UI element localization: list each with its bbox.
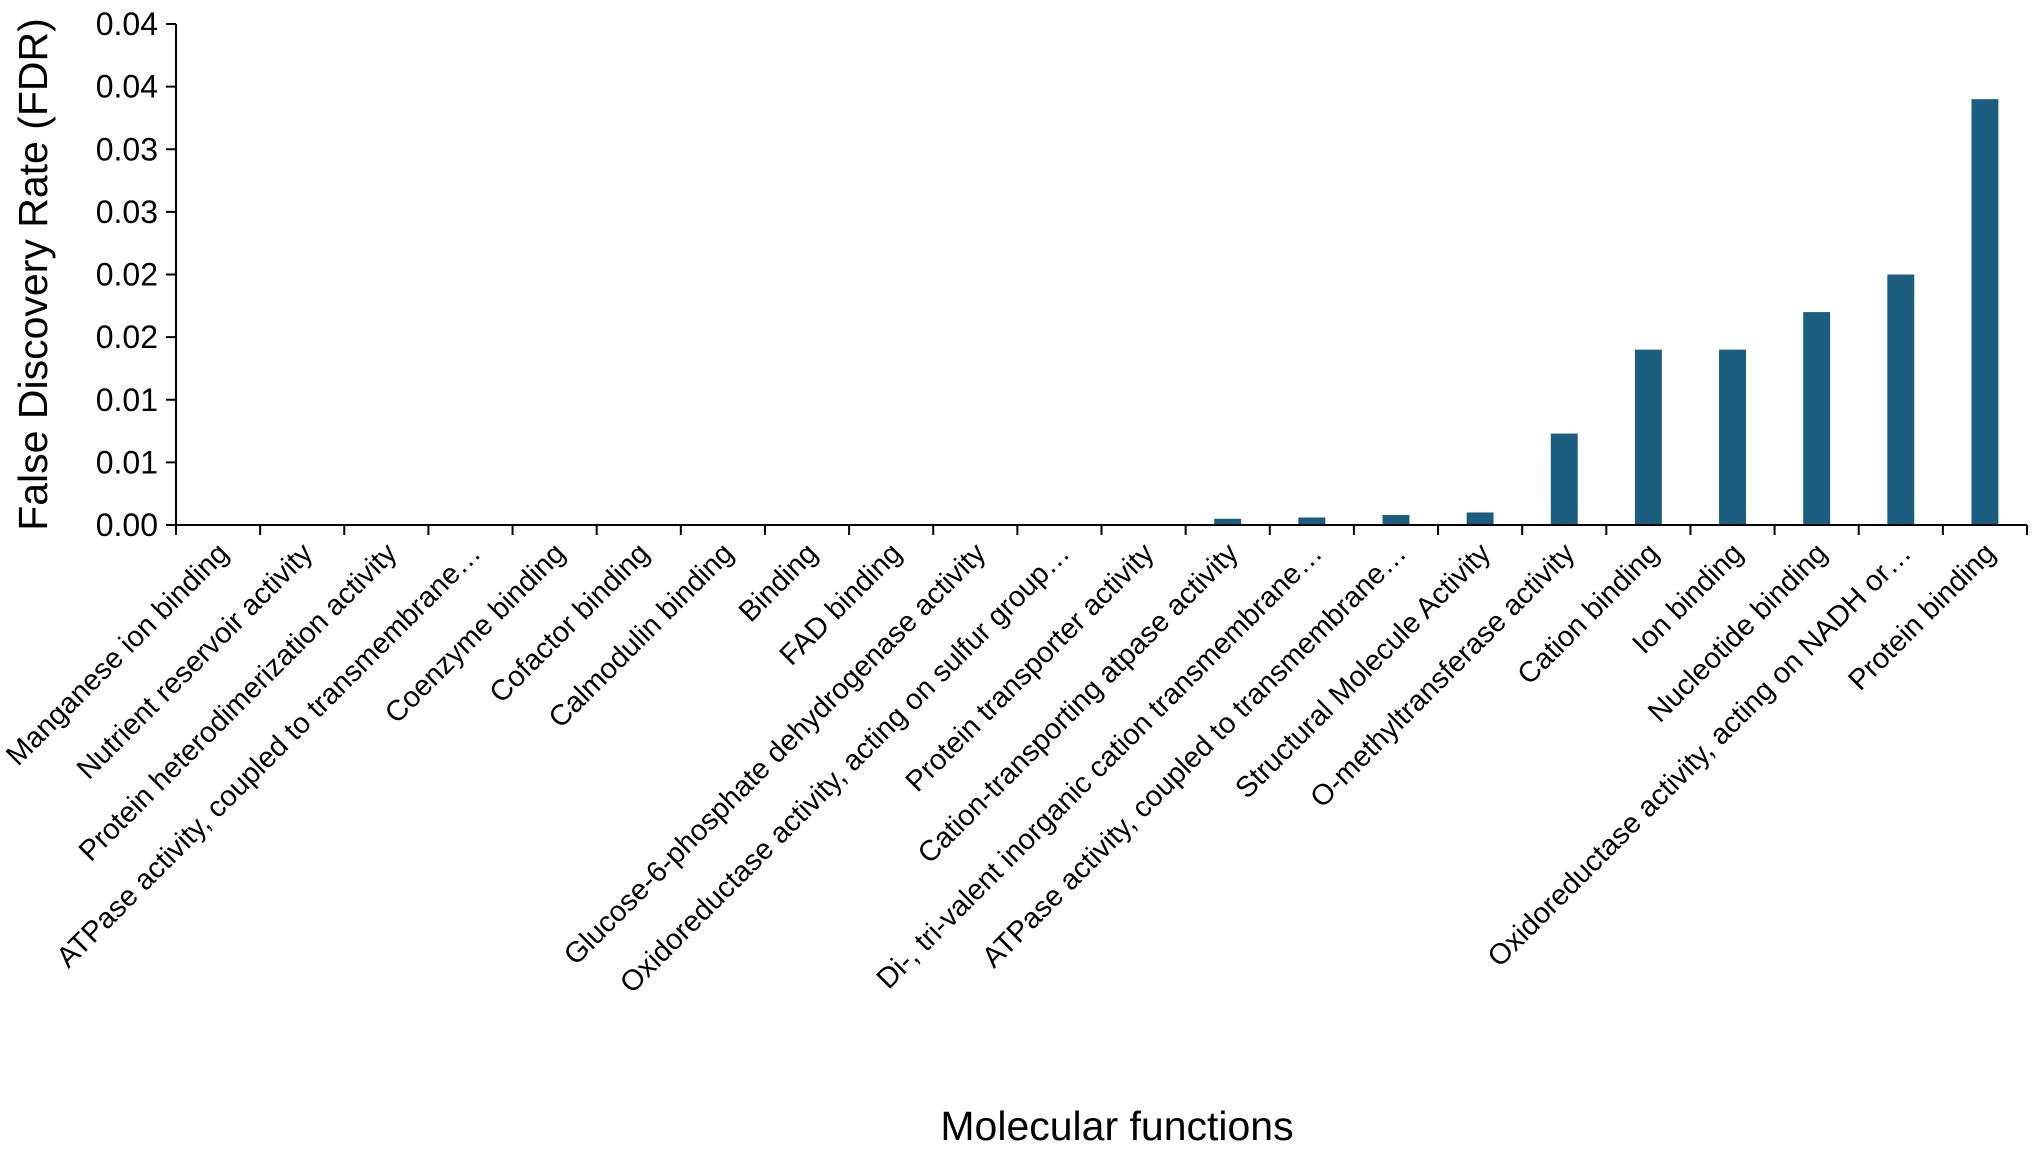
y-tick-label: 0.04	[96, 69, 158, 105]
x-axis-ticks	[175, 525, 2028, 535]
y-tick-label: 0.00	[96, 507, 158, 543]
bar	[1466, 512, 1494, 525]
bar	[1298, 517, 1326, 525]
y-axis-ticks: 0.00 0.01 0.01 0.02 0.02 0.03 0.03 0.04 0.04	[96, 6, 176, 543]
bar	[1719, 349, 1746, 525]
bars-group	[1214, 99, 1999, 526]
x-tick-label: Protein heterodimerization activity	[73, 537, 404, 868]
bar	[1803, 312, 1831, 525]
y-tick-label: 0.03	[96, 131, 158, 167]
y-axis-title: False Discovery Rate (FDR)	[10, 18, 56, 531]
x-axis-title: Molecular functions	[940, 1103, 1293, 1149]
y-tick-label: 0.01	[96, 382, 158, 418]
bar	[1550, 433, 1578, 525]
bar	[1382, 514, 1410, 525]
y-tick-label: 0.04	[96, 6, 158, 42]
x-tick-label: Protein binding	[1842, 537, 2001, 696]
y-tick-label: 0.03	[96, 194, 158, 230]
y-tick-label: 0.02	[96, 319, 158, 355]
bar	[1634, 349, 1662, 525]
bar	[1214, 518, 1242, 525]
bar	[1971, 99, 1999, 526]
y-tick-label: 0.01	[96, 444, 158, 480]
bar	[1887, 274, 1915, 525]
y-tick-label: 0.02	[96, 257, 158, 293]
